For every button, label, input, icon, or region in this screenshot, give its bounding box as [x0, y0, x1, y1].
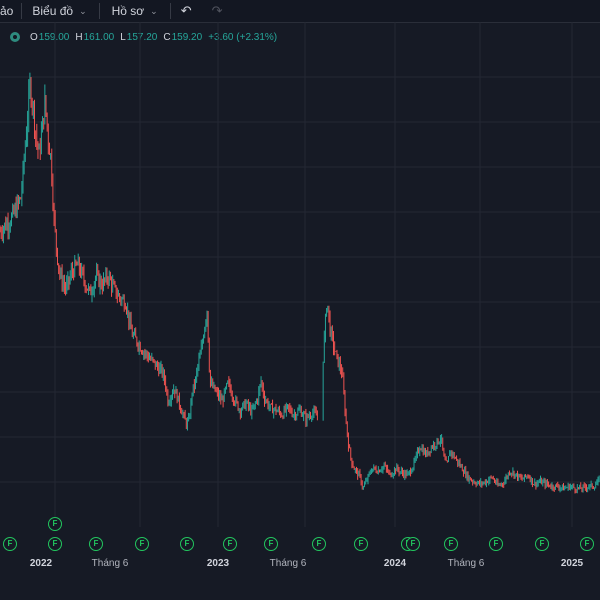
event-flag-icon[interactable]: F	[89, 537, 103, 551]
event-flag-icon[interactable]: F	[3, 537, 17, 551]
partial-menu-label: ảo	[0, 4, 14, 18]
profile-menu-button[interactable]: Hồ sơ ⌄	[100, 0, 170, 22]
event-flag-icon[interactable]: F	[48, 537, 62, 551]
time-axis-label: 2024	[383, 558, 407, 569]
change-value: +3.60 (+2.31%)	[208, 31, 278, 43]
event-flag-icon[interactable]: F	[48, 517, 62, 531]
chevron-down-icon: ⌄	[150, 5, 158, 16]
partial-menu-item[interactable]: ảo	[0, 0, 21, 22]
high-value: 161.00	[83, 31, 115, 43]
top-toolbar: ảo Biểu đồ ⌄ Hồ sơ ⌄ ↶ ↷	[0, 0, 600, 23]
close-key: C	[163, 31, 171, 43]
event-flag-icon[interactable]: F	[535, 537, 549, 551]
close-value: 159.20	[171, 31, 203, 43]
toolbar-divider	[169, 3, 171, 19]
event-flag-icon[interactable]: F	[354, 537, 368, 551]
low-value: 157.20	[126, 31, 158, 43]
undo-icon[interactable]: ↶	[180, 3, 192, 18]
event-flag-icon[interactable]: F	[406, 537, 420, 551]
chart-menu-label: Biểu đồ	[32, 4, 74, 18]
open-key: O	[30, 31, 38, 43]
toolbar-divider	[21, 3, 23, 19]
chevron-down-icon: ⌄	[79, 5, 87, 16]
event-flag-icon[interactable]: F	[444, 537, 458, 551]
low-key: L	[120, 31, 126, 43]
open-value: 159.00	[38, 31, 70, 43]
ohlc-legend: O 159.00 H 161.00 L 157.20 C 159.20 +3.6…	[10, 30, 283, 44]
event-flag-icon[interactable]: F	[135, 537, 149, 551]
time-axis-label: 2025	[560, 558, 584, 569]
time-axis-label: 2022	[29, 558, 53, 569]
event-flag-icon[interactable]: F	[580, 537, 594, 551]
profile-menu-label: Hồ sơ	[111, 4, 145, 18]
time-axis-label: Tháng 6	[269, 558, 307, 569]
chart-menu-button[interactable]: Biểu đồ ⌄	[22, 0, 98, 22]
eye-icon[interactable]	[10, 32, 20, 42]
event-flag-icon[interactable]: F	[264, 537, 278, 551]
price-chart[interactable]	[0, 22, 600, 552]
redo-icon[interactable]: ↷	[211, 3, 223, 18]
event-flag-icon[interactable]: F	[223, 537, 237, 551]
event-flag-icon[interactable]: F	[180, 537, 194, 551]
time-axis-label: 2023	[206, 558, 230, 569]
time-axis-label: Tháng 6	[447, 558, 485, 569]
high-key: H	[75, 31, 83, 43]
toolbar-divider	[98, 3, 100, 19]
time-axis-label: Tháng 6	[91, 558, 129, 569]
event-flag-icon[interactable]: F	[312, 537, 326, 551]
event-flag-icon[interactable]: F	[489, 537, 503, 551]
